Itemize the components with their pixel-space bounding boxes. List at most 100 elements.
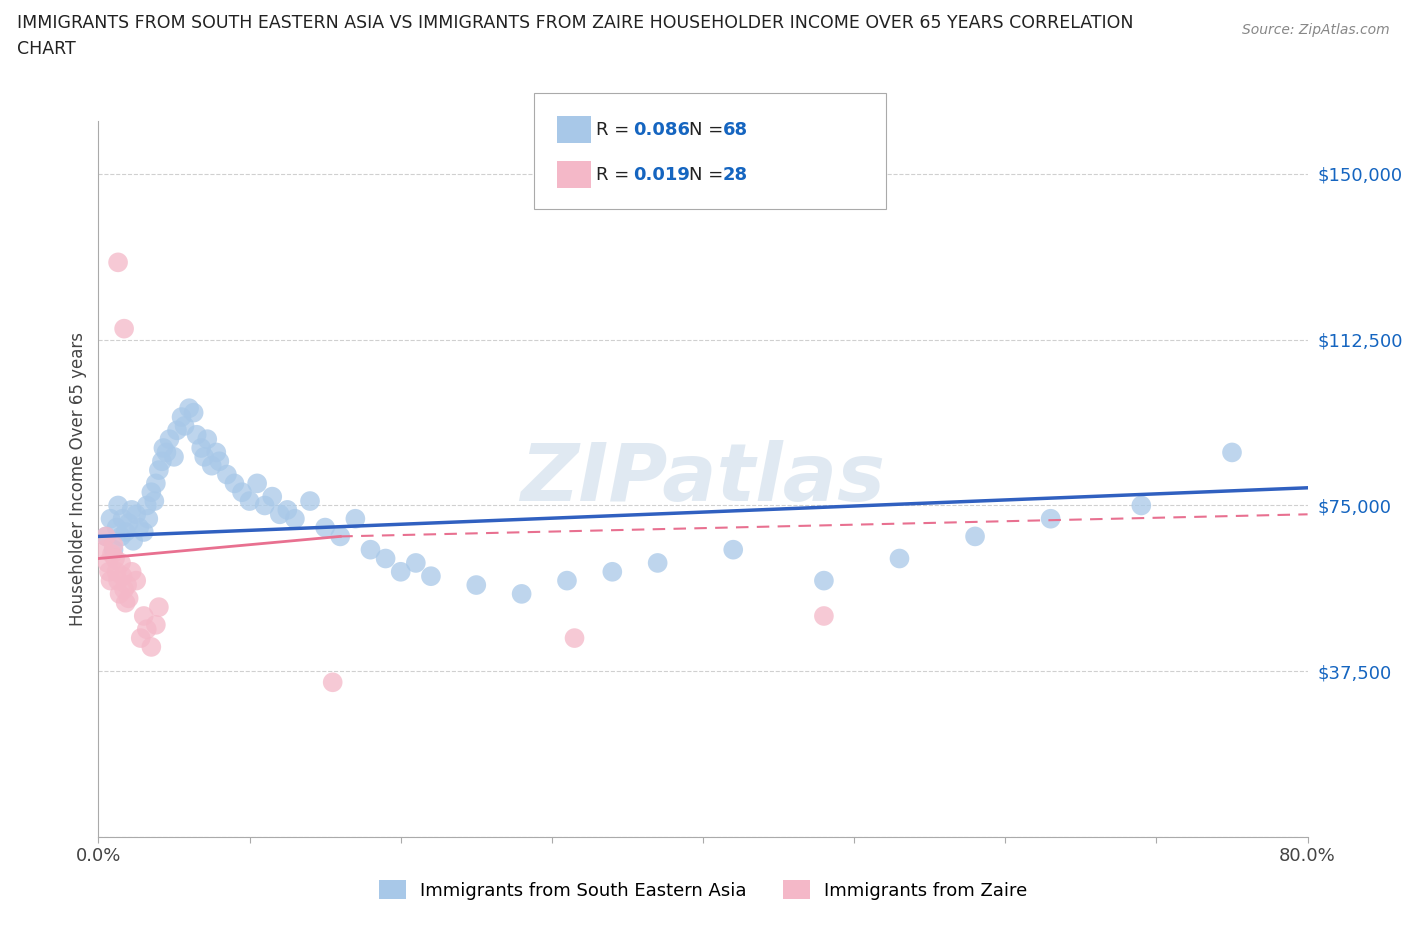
Point: [208, 454, 231, 469]
Point: [269, 507, 291, 522]
Point: [115, 578, 138, 592]
Point: [132, 525, 155, 539]
Point: [108, 587, 131, 602]
Text: Source: ZipAtlas.com: Source: ZipAtlas.com: [1241, 23, 1389, 37]
Point: [145, 476, 167, 491]
Legend: Immigrants from South Eastern Asia, Immigrants from Zaire: Immigrants from South Eastern Asia, Immi…: [371, 873, 1035, 907]
Point: [299, 494, 322, 509]
Point: [195, 432, 218, 446]
Point: [193, 449, 215, 464]
Text: R =: R =: [596, 121, 636, 140]
Point: [103, 542, 125, 557]
Point: [201, 458, 224, 473]
Point: [374, 551, 396, 566]
Point: [647, 555, 669, 570]
Text: 68: 68: [723, 121, 748, 140]
Point: [125, 507, 148, 522]
Point: [96, 555, 118, 570]
Point: [420, 569, 443, 584]
Point: [1039, 512, 1062, 526]
Point: [98, 565, 121, 579]
Point: [965, 529, 987, 544]
Point: [110, 529, 132, 544]
Point: [93, 542, 115, 557]
Point: [105, 520, 128, 535]
Point: [118, 516, 141, 531]
Point: [389, 565, 412, 579]
Point: [253, 498, 276, 513]
Point: [114, 595, 136, 610]
Point: [150, 454, 173, 469]
Point: [224, 476, 246, 491]
Point: [111, 512, 134, 526]
Point: [239, 494, 262, 509]
Point: [103, 538, 125, 552]
Point: [143, 494, 166, 509]
Point: [262, 489, 284, 504]
Point: [322, 675, 344, 690]
Point: [360, 542, 382, 557]
Point: [118, 591, 141, 605]
Point: [128, 520, 150, 535]
Text: R =: R =: [596, 166, 636, 184]
Text: IMMIGRANTS FROM SOUTH EASTERN ASIA VS IMMIGRANTS FROM ZAIRE HOUSEHOLDER INCOME O: IMMIGRANTS FROM SOUTH EASTERN ASIA VS IM…: [17, 14, 1133, 59]
Point: [889, 551, 911, 566]
Point: [813, 608, 835, 623]
Point: [101, 547, 124, 562]
Text: N =: N =: [689, 166, 728, 184]
Point: [135, 622, 157, 637]
Point: [1220, 445, 1243, 459]
Point: [129, 631, 152, 645]
Point: [284, 512, 307, 526]
Y-axis label: Householder Income Over 65 years: Householder Income Over 65 years: [69, 332, 87, 626]
Point: [555, 573, 578, 588]
Point: [173, 418, 195, 433]
Point: [510, 587, 533, 602]
Point: [215, 467, 238, 482]
Point: [159, 432, 181, 446]
Point: [166, 423, 188, 438]
Text: 0.086: 0.086: [633, 121, 690, 140]
Point: [100, 512, 122, 526]
Point: [136, 512, 159, 526]
Point: [112, 582, 135, 597]
Point: [179, 401, 201, 416]
Point: [94, 529, 117, 544]
Point: [170, 409, 193, 424]
Point: [122, 534, 145, 549]
Point: [329, 529, 352, 544]
Point: [125, 573, 148, 588]
Point: [104, 551, 127, 566]
Point: [205, 445, 228, 459]
Point: [723, 542, 745, 557]
Point: [121, 565, 143, 579]
Point: [155, 445, 177, 459]
Point: [107, 573, 129, 588]
Point: [100, 573, 122, 588]
Point: [813, 573, 835, 588]
Point: [148, 462, 170, 477]
Point: [152, 441, 174, 456]
Point: [183, 405, 205, 420]
Point: [141, 640, 163, 655]
Point: [564, 631, 586, 645]
Text: 28: 28: [723, 166, 748, 184]
Point: [314, 520, 336, 535]
Text: 0.019: 0.019: [633, 166, 689, 184]
Point: [405, 555, 427, 570]
Point: [114, 525, 136, 539]
Point: [141, 485, 163, 499]
Point: [1130, 498, 1153, 513]
Point: [344, 512, 367, 526]
Point: [186, 427, 208, 442]
Point: [135, 498, 157, 513]
Point: [276, 502, 298, 517]
Point: [132, 608, 155, 623]
Text: ZIPatlas: ZIPatlas: [520, 440, 886, 518]
Point: [107, 255, 129, 270]
Point: [112, 321, 135, 336]
Point: [94, 529, 117, 544]
Point: [145, 618, 167, 632]
Text: N =: N =: [689, 121, 728, 140]
Point: [148, 600, 170, 615]
